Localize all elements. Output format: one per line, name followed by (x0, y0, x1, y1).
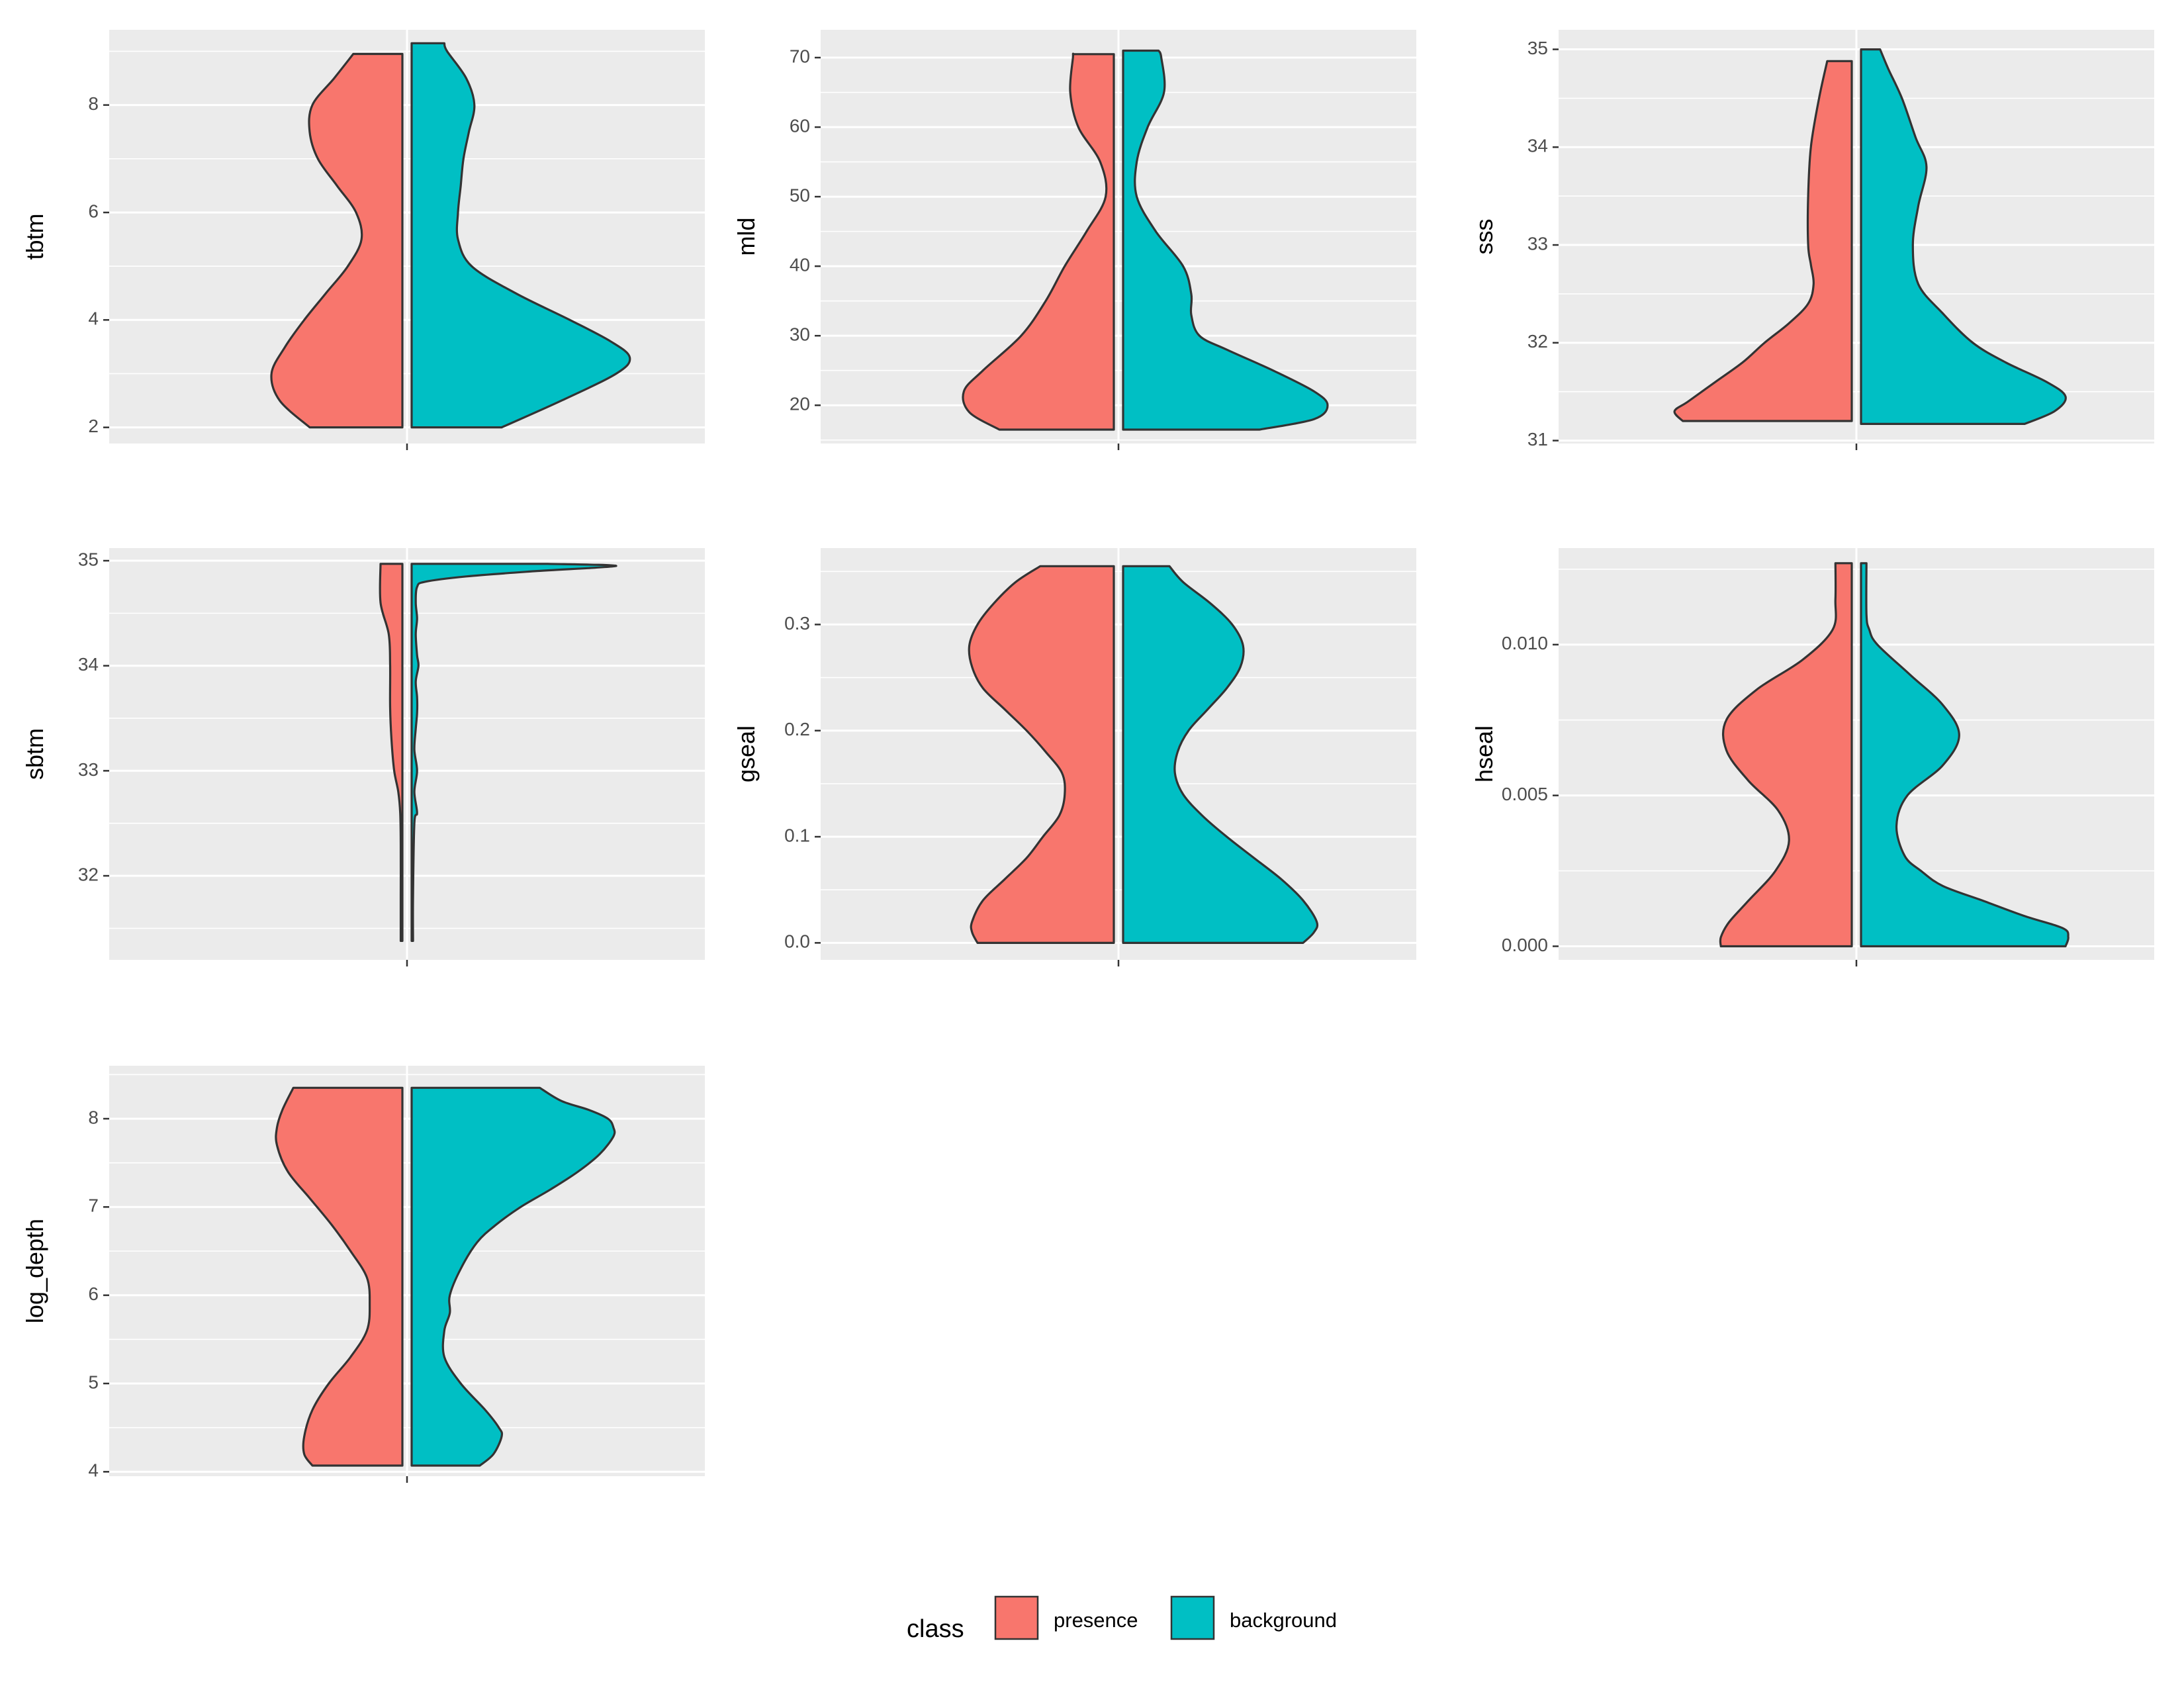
y-tick-label: 31 (1527, 429, 1548, 449)
facet-sbtm: 32 33 34 35 sbtm (21, 548, 705, 966)
y-tick-label: 20 (790, 394, 810, 414)
y-tick-label: 32 (78, 864, 99, 884)
y-tick-label: 35 (78, 549, 99, 569)
y-tick-label: 32 (1527, 331, 1548, 352)
y-tick-label: 33 (1527, 233, 1548, 254)
violin-background (410, 1086, 616, 1467)
y-axis-title: sss (1471, 219, 1498, 255)
facet-tbtm: 2 4 6 8 tbtm (21, 30, 705, 450)
y-tick-label: 0.2 (784, 719, 810, 739)
legend-title: class (907, 1615, 964, 1643)
y-tick-label: 0.000 (1502, 935, 1548, 955)
violin-background (1122, 565, 1319, 944)
y-tick-label: 35 (1527, 38, 1548, 58)
y-tick-label: 8 (88, 1107, 99, 1127)
y-tick-label: 30 (790, 324, 810, 345)
violin-presence (275, 1086, 404, 1467)
y-tick-label: 6 (88, 1284, 99, 1304)
violin-presence (379, 563, 404, 942)
facet-panels: 2 4 6 8 tbtm 20 30 40 50 60 70 mld 31 32 33 34 35 sss 32 33… (21, 30, 2154, 1483)
y-axis-title: tbtm (21, 213, 48, 259)
facet-log-depth: 4 5 6 7 8 log_depth (21, 1066, 705, 1483)
y-tick-label: 40 (790, 255, 810, 275)
y-tick-label: 8 (88, 93, 99, 114)
y-tick-label: 2 (88, 416, 99, 436)
violin-presence (270, 52, 404, 429)
violin-background (1122, 49, 1329, 431)
y-axis-title: log_depth (21, 1219, 48, 1323)
y-tick-label: 5 (88, 1372, 99, 1392)
y-tick-label: 70 (790, 46, 810, 66)
y-axis-title: sbtm (21, 728, 48, 780)
violin-presence (968, 565, 1115, 944)
y-tick-label: 60 (790, 115, 810, 136)
y-tick-label: 50 (790, 185, 810, 205)
facet-hseal: 0.000 0.005 0.010 hseal (1471, 548, 2154, 966)
y-tick-label: 33 (78, 759, 99, 780)
y-axis-title: mld (733, 217, 760, 256)
facet-gseal: 0.0 0.1 0.2 0.3 gseal (733, 548, 1416, 966)
legend-label-background: background (1230, 1609, 1337, 1632)
violin-background (1860, 562, 2070, 948)
violin-background (410, 563, 617, 942)
y-axis-title: gseal (733, 726, 760, 782)
violin-background (410, 42, 631, 429)
facet-sss: 31 32 33 34 35 sss (1471, 30, 2154, 450)
y-tick-label: 0.0 (784, 931, 810, 952)
violin-presence (962, 52, 1115, 431)
violin-presence (1673, 60, 1853, 422)
y-tick-label: 34 (78, 654, 99, 675)
violin-background (1860, 48, 2067, 425)
y-tick-label: 0.005 (1502, 784, 1548, 804)
y-tick-label: 0.1 (784, 825, 810, 845)
legend-key-background (1170, 1595, 1215, 1640)
y-tick-label: 6 (88, 201, 99, 221)
y-tick-label: 4 (88, 1460, 99, 1481)
violin-presence (1719, 562, 1853, 948)
y-tick-label: 4 (88, 308, 99, 329)
legend-key-presence (994, 1595, 1039, 1640)
y-tick-label: 7 (88, 1196, 99, 1216)
legend: class presence background (907, 1595, 1337, 1643)
y-tick-label: 34 (1527, 136, 1548, 156)
y-axis-title: hseal (1471, 726, 1498, 782)
y-tick-label: 0.3 (784, 613, 810, 633)
y-tick-label: 0.010 (1502, 633, 1548, 653)
legend-label-presence: presence (1054, 1609, 1138, 1632)
facet-mld: 20 30 40 50 60 70 mld (733, 30, 1416, 450)
